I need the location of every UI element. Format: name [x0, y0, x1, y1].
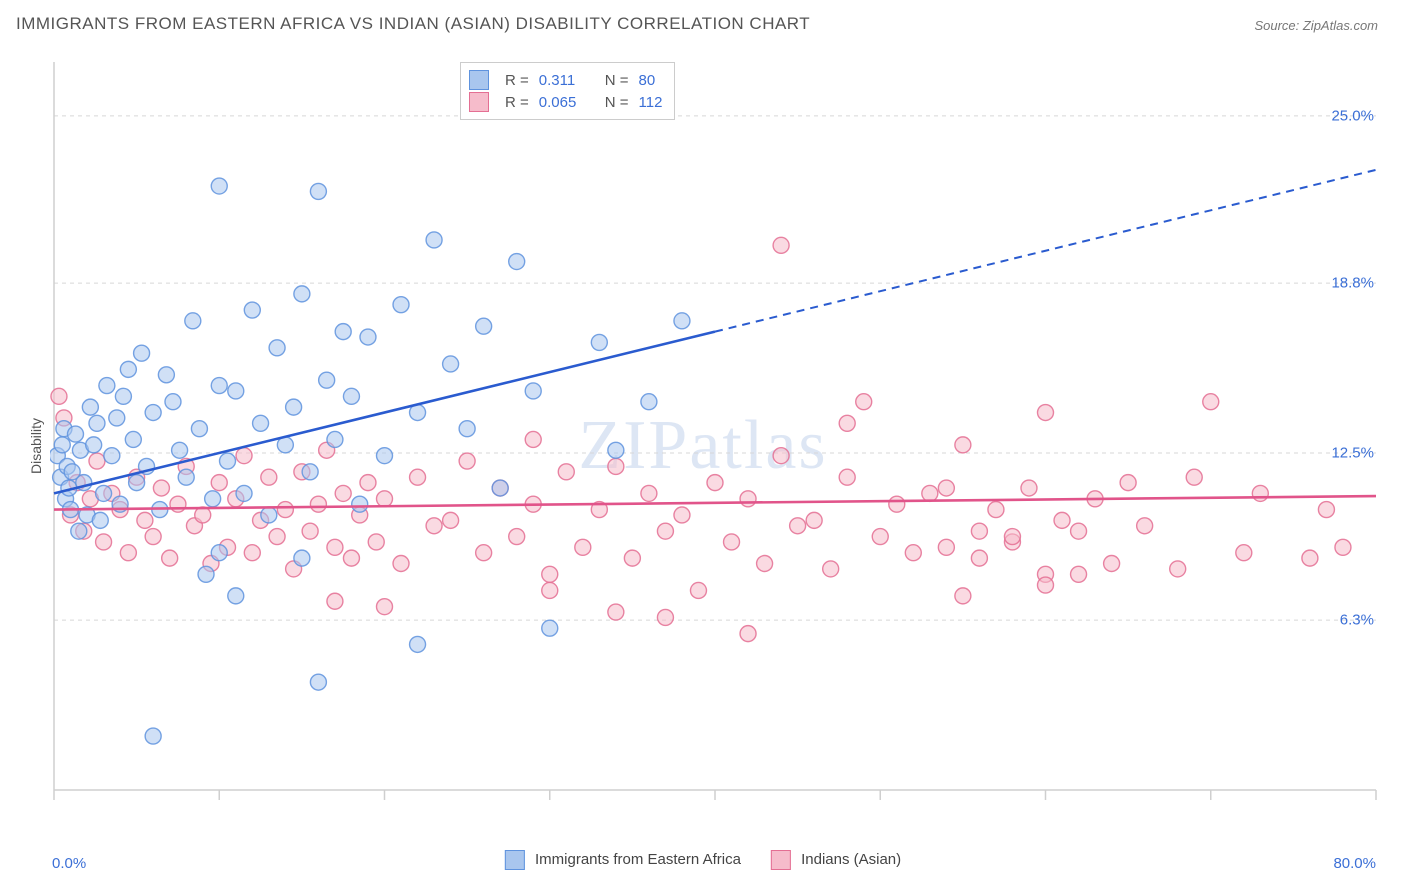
swatch-series-1-icon	[771, 850, 791, 870]
x-axis-end-label: 80.0%	[1333, 855, 1376, 872]
source-label: Source: ZipAtlas.com	[1254, 18, 1378, 33]
scatter-svg	[50, 58, 1380, 818]
r-value-0: 0.311	[539, 72, 587, 89]
stats-row-series-0: R = 0.311 N = 80	[469, 70, 662, 90]
r-label: R =	[505, 94, 529, 111]
n-label: N =	[605, 94, 629, 111]
stats-legend: R = 0.311 N = 80 R = 0.065 N = 112	[460, 62, 675, 120]
swatch-series-0	[469, 70, 489, 90]
y-tick-label: 18.8%	[1331, 275, 1374, 292]
chart-container: IMMIGRANTS FROM EASTERN AFRICA VS INDIAN…	[0, 0, 1406, 892]
chart-title: IMMIGRANTS FROM EASTERN AFRICA VS INDIAN…	[16, 14, 810, 34]
r-label: R =	[505, 72, 529, 89]
n-value-1: 112	[639, 94, 663, 111]
y-tick-label: 6.3%	[1340, 612, 1374, 629]
legend-label-1: Indians (Asian)	[801, 851, 901, 868]
legend-label-0: Immigrants from Eastern Africa	[535, 851, 741, 868]
y-axis-label: Disability	[28, 418, 44, 474]
y-tick-label: 25.0%	[1331, 107, 1374, 124]
stats-row-series-1: R = 0.065 N = 112	[469, 92, 662, 112]
plot-area	[50, 58, 1380, 818]
legend-item-1: Indians (Asian)	[771, 850, 901, 870]
swatch-series-0-icon	[505, 850, 525, 870]
n-value-0: 80	[639, 72, 656, 89]
x-axis-start-label: 0.0%	[52, 855, 86, 872]
y-tick-label: 12.5%	[1331, 444, 1374, 461]
legend-item-0: Immigrants from Eastern Africa	[505, 850, 741, 870]
bottom-legend: Immigrants from Eastern Africa Indians (…	[505, 850, 901, 870]
n-label: N =	[605, 72, 629, 89]
r-value-1: 0.065	[539, 94, 587, 111]
swatch-series-1	[469, 92, 489, 112]
